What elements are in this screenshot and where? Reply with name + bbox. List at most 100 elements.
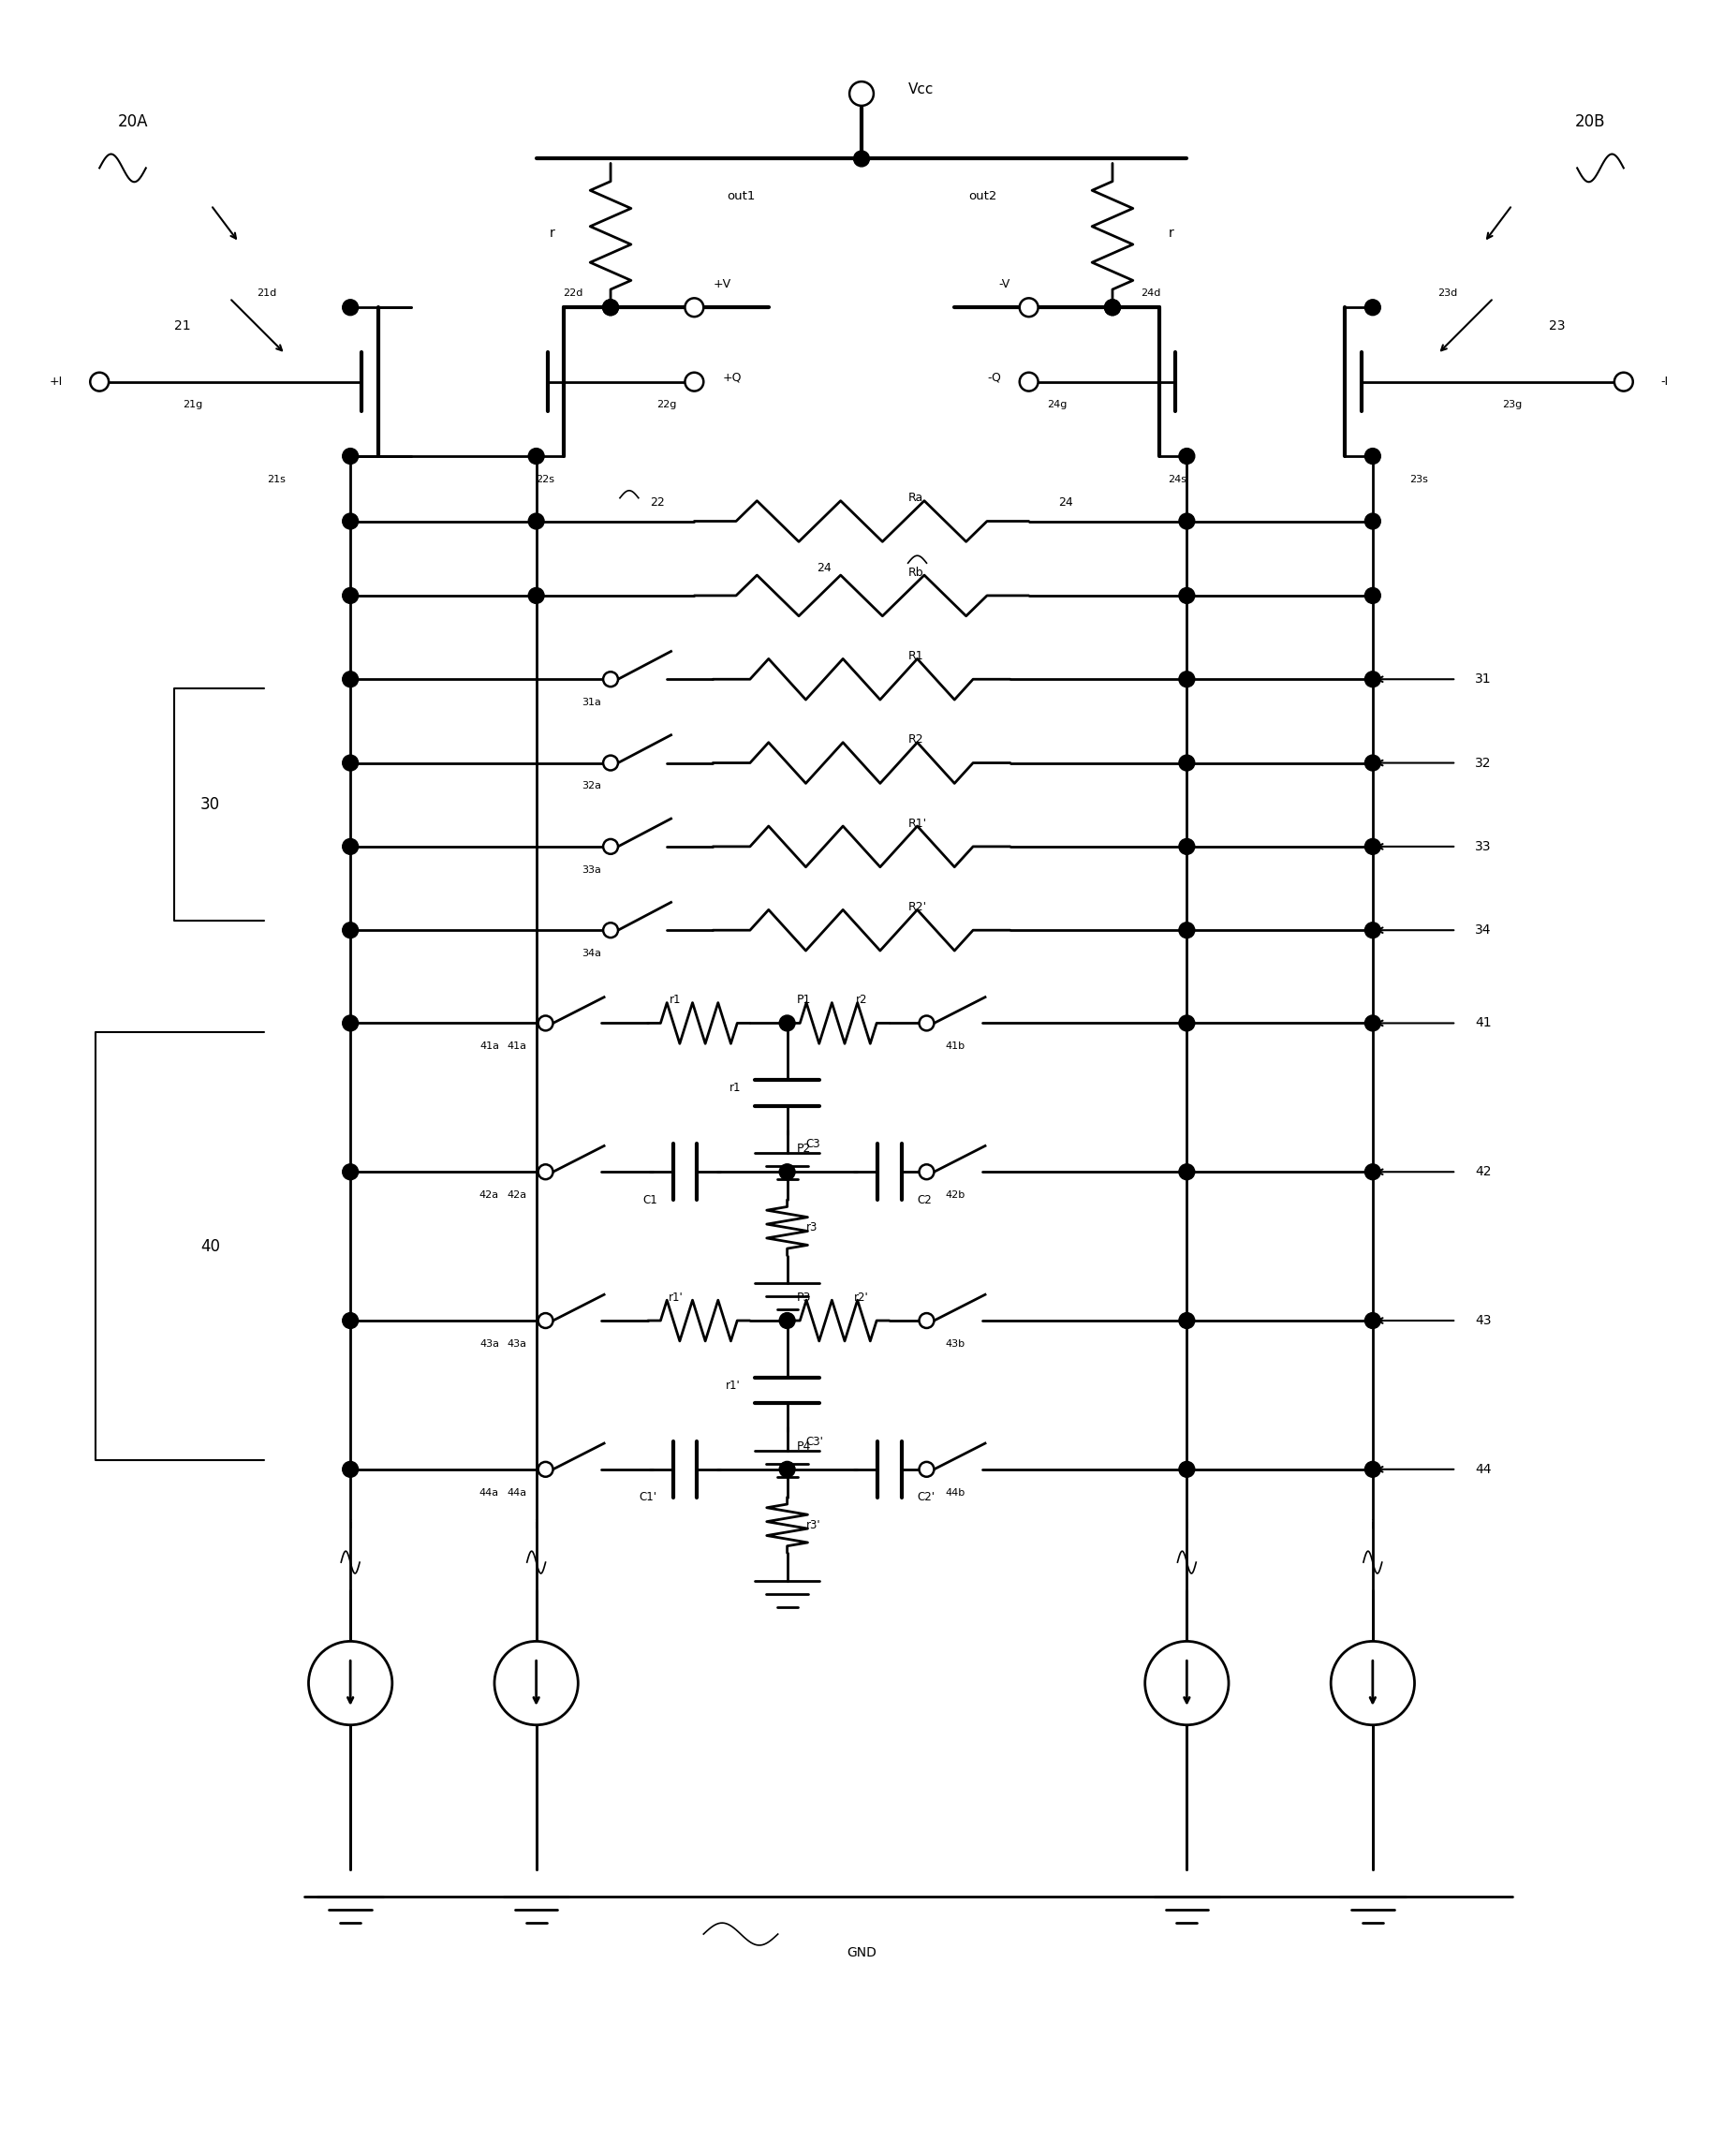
Circle shape [343,839,359,854]
Text: 20B: 20B [1574,112,1605,129]
Circle shape [1179,755,1195,772]
Text: 34a: 34a [581,949,602,957]
Circle shape [90,373,109,390]
Circle shape [919,1313,934,1328]
Text: R2: R2 [909,733,924,746]
Text: 24: 24 [817,561,831,573]
Text: 24d: 24d [1140,289,1160,298]
Circle shape [603,300,619,315]
Circle shape [343,513,359,528]
Circle shape [1365,513,1381,528]
Circle shape [528,513,545,528]
Circle shape [919,1462,934,1477]
Text: i: i [1371,1520,1374,1531]
Text: -I: -I [1660,375,1669,388]
Circle shape [1365,755,1381,772]
Text: r1': r1' [669,1291,683,1304]
Circle shape [684,373,703,390]
Text: 22g: 22g [657,401,676,410]
Text: 31: 31 [1476,673,1491,686]
Text: -Q: -Q [988,371,1002,384]
Text: 32: 32 [1476,757,1491,770]
Circle shape [528,448,545,464]
Circle shape [1365,1015,1381,1031]
Text: r3: r3 [805,1222,817,1233]
Circle shape [343,1313,359,1328]
Text: out2: out2 [969,190,996,203]
Text: Ra: Ra [909,492,924,505]
Text: 20A: 20A [117,112,148,129]
Text: C3: C3 [805,1138,821,1149]
Circle shape [1365,300,1381,315]
Text: C1: C1 [643,1194,657,1205]
Circle shape [343,1015,359,1031]
Text: C3': C3' [805,1436,824,1447]
Text: 33a: 33a [581,865,602,875]
Text: 23s: 23s [1410,474,1429,485]
Text: P1: P1 [796,994,810,1007]
Circle shape [538,1015,553,1031]
Circle shape [1179,1462,1195,1477]
Circle shape [1614,373,1633,390]
Text: 24g: 24g [1046,401,1067,410]
Text: R2': R2' [909,901,928,912]
Text: 42a: 42a [507,1190,528,1199]
Text: 33: 33 [1476,841,1491,854]
Circle shape [343,300,359,315]
Circle shape [779,1164,795,1179]
Circle shape [603,923,617,938]
Circle shape [495,1641,578,1725]
Circle shape [603,839,617,854]
Text: 42: 42 [1476,1166,1491,1179]
Circle shape [919,1015,934,1031]
Text: GND: GND [846,1947,876,1960]
Text: 24s: 24s [1169,474,1186,485]
Text: 43a: 43a [507,1339,528,1348]
Text: 43b: 43b [945,1339,965,1348]
Circle shape [343,1462,359,1477]
Text: i: i [1184,1520,1188,1531]
Text: 40: 40 [200,1238,221,1255]
Circle shape [603,300,619,315]
Text: R1': R1' [909,817,928,830]
Circle shape [343,448,359,464]
Text: r3': r3' [805,1520,821,1531]
Circle shape [1365,589,1381,604]
Circle shape [1179,671,1195,688]
Text: R1: R1 [909,649,924,662]
Circle shape [343,755,359,772]
Text: out1: out1 [726,190,755,203]
Circle shape [343,671,359,688]
Circle shape [1145,1641,1229,1725]
Circle shape [1365,1313,1381,1328]
Text: r2: r2 [855,994,867,1007]
Text: 41b: 41b [945,1041,965,1052]
Circle shape [1179,923,1195,938]
Circle shape [1105,300,1121,315]
Text: 32a: 32a [581,780,602,791]
Text: 42b: 42b [945,1190,965,1199]
Text: 44b: 44b [945,1488,965,1496]
Circle shape [1365,923,1381,938]
Circle shape [1019,373,1038,390]
Circle shape [779,1462,795,1477]
Circle shape [603,673,617,686]
Text: 44a: 44a [479,1488,498,1496]
Text: 44: 44 [1476,1462,1491,1477]
Circle shape [919,1164,934,1179]
Circle shape [538,1313,553,1328]
Circle shape [1365,839,1381,854]
Circle shape [538,1164,553,1179]
Text: 41: 41 [1476,1018,1491,1031]
Circle shape [1179,1164,1195,1179]
Circle shape [850,82,874,106]
Text: P4: P4 [796,1440,810,1453]
Text: 24: 24 [1059,496,1074,509]
Circle shape [603,755,617,770]
Text: 41a: 41a [479,1041,498,1052]
Text: r2': r2' [853,1291,869,1304]
Text: r: r [1169,226,1174,239]
Circle shape [538,1462,553,1477]
Circle shape [1331,1641,1414,1725]
Text: 43a: 43a [479,1339,498,1348]
